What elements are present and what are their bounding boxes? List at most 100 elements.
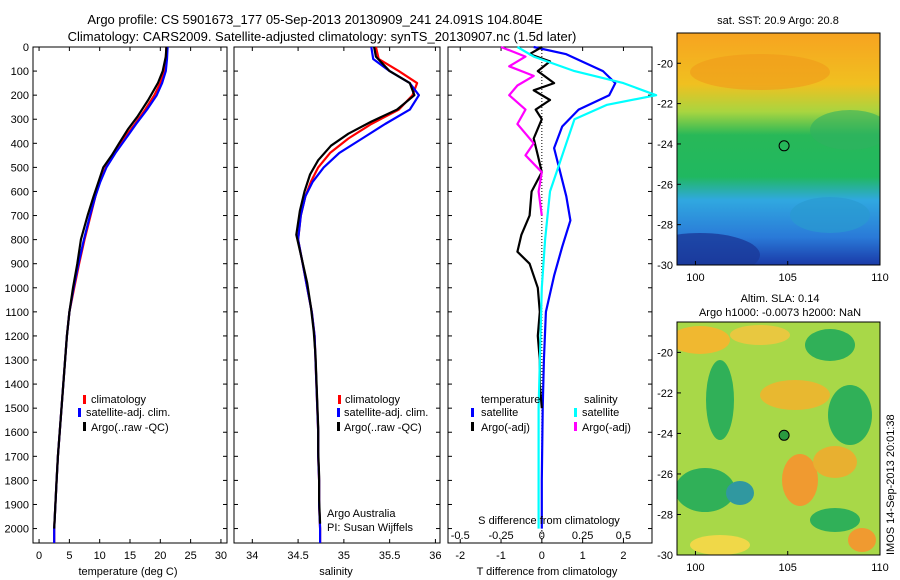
legend-argo: Argo(..raw -QC) <box>91 422 169 434</box>
temperature-x-axis: 0 5 10 15 20 25 30 <box>36 47 227 562</box>
depth-tick-label: 1000 <box>5 283 29 295</box>
sla-map-title-1: Altim. SLA: 0.14 <box>741 293 820 305</box>
x-tick-label: 15 <box>124 550 136 562</box>
sla-patch <box>813 446 857 478</box>
depth-tick-label: 1900 <box>5 499 29 511</box>
sla-patch <box>690 535 750 555</box>
x-tick-label: -2 <box>455 550 465 562</box>
series-line-satellite <box>516 46 658 529</box>
sst-map-axes: 100 105 110 -20 -22 -24 -26 -28 -30 <box>657 58 889 284</box>
map-y-tick-label: -20 <box>657 58 673 70</box>
s-difference-axis: -0.5 -0.25 0 0.25 0.5 <box>451 530 631 542</box>
s-difference-label: S difference from climatology <box>478 515 620 527</box>
x-tick-label: 34.5 <box>287 550 308 562</box>
legend-swatch-satellite <box>78 408 81 417</box>
map-y-tick-label: -26 <box>657 469 673 481</box>
depth-tick-label: 800 <box>11 235 29 247</box>
sst-map-title: sat. SST: 20.9 Argo: 20.8 <box>717 15 839 27</box>
x-tick-label: 0 <box>36 550 42 562</box>
map-y-tick-label: -26 <box>657 179 673 191</box>
map-y-tick-label: -30 <box>657 550 673 562</box>
series-line-argo-raw-qc- <box>295 46 416 524</box>
legend-swatch-s-argo <box>574 422 577 431</box>
legend-swatch-climatology <box>338 395 341 404</box>
legend-t-argo: Argo(-adj) <box>481 422 530 434</box>
sla-patch <box>782 454 818 506</box>
map-x-tick-label: 110 <box>871 562 889 574</box>
sla-patch <box>726 481 754 505</box>
legend-group-salinity: salinity <box>584 394 618 406</box>
argo-location-marker <box>778 429 790 441</box>
map-y-tick-label: -22 <box>657 388 673 400</box>
sla-map-axes: 100 105 110 -20 -22 -24 -26 -28 -30 <box>657 347 889 574</box>
depth-tick-label: 1700 <box>5 451 29 463</box>
s-tick-label: 0 <box>539 530 545 542</box>
sla-patch <box>730 325 790 345</box>
depth-tick-label: 1300 <box>5 355 29 367</box>
sst-map-frame <box>676 32 881 266</box>
depth-tick-label: 200 <box>11 90 29 102</box>
x-tick-label: 0 <box>539 550 545 562</box>
x-tick-label: 5 <box>66 550 72 562</box>
legend-satellite-adj: satellite-adj. clim. <box>344 407 428 419</box>
map-y-tick-label: -28 <box>657 509 673 521</box>
depth-tick-label: 1600 <box>5 427 29 439</box>
x-tick-label: 1 <box>580 550 586 562</box>
depth-tick-label: 100 <box>11 66 29 78</box>
sla-patch <box>706 360 734 440</box>
sla-map-frame <box>676 321 881 556</box>
sla-patch <box>810 508 860 532</box>
header-line-2: Climatology: CARS2009. Satellite-adjuste… <box>68 29 577 44</box>
legend-t-satellite: satellite <box>481 407 518 419</box>
x-tick-label: 2 <box>620 550 626 562</box>
map-y-tick-label: -24 <box>657 139 673 151</box>
x-tick-label: -1 <box>496 550 506 562</box>
x-tick-label: 35.5 <box>379 550 400 562</box>
s-tick-label: -0.25 <box>489 530 514 542</box>
sst-teal-patch <box>790 197 870 233</box>
sst-map-panel: sat. SST: 20.9 Argo: 20.8 100 105 110 -20 -2… <box>657 15 889 284</box>
x-tick-label: 20 <box>154 550 166 562</box>
salinity-legend: climatology satellite-adj. clim. Argo(..… <box>337 394 428 434</box>
x-tick-label: 34 <box>246 550 258 562</box>
legend-swatch-t-argo <box>471 422 474 431</box>
temperature-panel: 0100200300400500600700800900100011001200… <box>5 42 228 578</box>
difference-plot-frame <box>447 46 653 544</box>
legend-satellite-adj: satellite-adj. clim. <box>86 407 170 419</box>
legend-swatch-climatology <box>83 395 86 404</box>
legend-swatch-satellite <box>337 408 340 417</box>
x-tick-label: 25 <box>185 550 197 562</box>
temperature-lines <box>53 46 169 543</box>
legend-swatch-argo <box>83 422 86 431</box>
sla-map-title-2: Argo h1000: -0.0073 h2000: NaN <box>699 307 861 319</box>
map-x-tick-label: 110 <box>871 272 889 284</box>
legend-swatch-argo <box>337 422 340 431</box>
depth-axis: 0 100 200 300 400 500 600 700 800 900 1000 1100 1200… <box>5 42 227 536</box>
argo-australia-note: Argo Australia <box>327 508 396 520</box>
depth-tick-label: 1200 <box>5 331 29 343</box>
sla-patch <box>848 528 876 552</box>
depth-tick-label: 1800 <box>5 475 29 487</box>
sst-cold-patch <box>677 233 760 265</box>
x-tick-label: 30 <box>215 550 227 562</box>
legend-s-argo: Argo(-adj) <box>582 422 631 434</box>
s-tick-label: 0.25 <box>572 530 593 542</box>
sla-map-panel: Altim. SLA: 0.14 Argo h1000: -0.0073 h20… <box>657 293 889 574</box>
x-tick-label: 36 <box>429 550 441 562</box>
difference-legend: temperature satellite Argo(-adj) salinit… <box>471 394 631 434</box>
header-line-1: Argo profile: CS 5901673_177 05-Sep-2013… <box>87 12 543 27</box>
map-x-tick-label: 105 <box>779 562 797 574</box>
timestamp-label: IMOS 14-Sep-2013 20:01:38 <box>885 414 897 555</box>
salinity-lines <box>295 46 420 543</box>
s-tick-label: -0.5 <box>451 530 470 542</box>
map-y-tick-label: -30 <box>657 260 673 272</box>
legend-argo: Argo(..raw -QC) <box>344 422 422 434</box>
legend-swatch-s-satellite <box>574 408 577 417</box>
temperature-plot-frame <box>32 46 228 544</box>
salinity-xlabel: salinity <box>319 566 353 578</box>
depth-tick-label: 1500 <box>5 403 29 415</box>
series-line-argo-adj- <box>500 45 543 216</box>
map-x-tick-label: 100 <box>686 562 704 574</box>
legend-climatology: climatology <box>91 394 147 406</box>
salinity-x-axis: 34 34.5 35 35.5 36 <box>246 47 442 562</box>
